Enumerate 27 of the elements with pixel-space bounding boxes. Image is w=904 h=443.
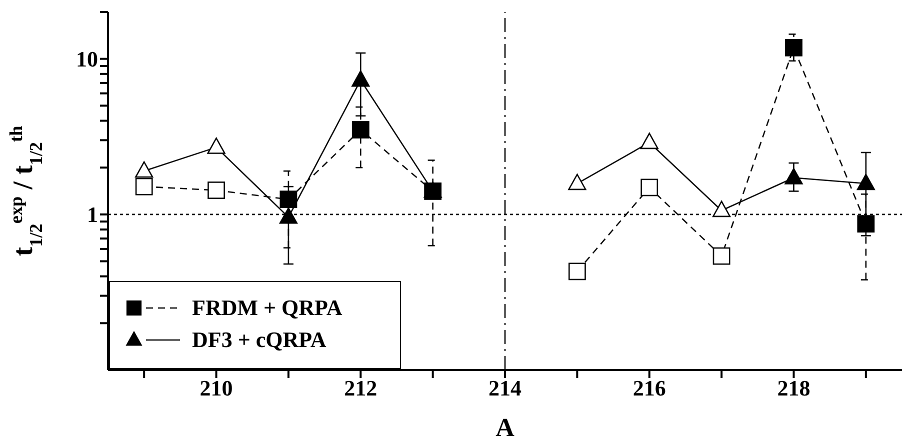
point xyxy=(568,174,586,190)
point xyxy=(207,138,226,154)
point xyxy=(856,174,875,190)
point xyxy=(135,178,153,196)
point xyxy=(712,200,731,218)
x-tick-label: 216 xyxy=(632,376,666,401)
legend-label: DF3 + cQRPA xyxy=(192,327,326,353)
x-axis-title: A xyxy=(496,413,515,442)
point xyxy=(640,132,658,150)
point xyxy=(280,190,298,208)
x-tick-label: 212 xyxy=(344,376,378,401)
point xyxy=(352,121,370,138)
point xyxy=(279,207,298,224)
point xyxy=(784,168,803,184)
x-tick-label: 218 xyxy=(777,376,810,401)
point xyxy=(135,161,154,178)
point xyxy=(208,182,225,199)
point xyxy=(352,70,370,87)
y-tick-label: 1 xyxy=(87,202,98,228)
x-tick-label: 210 xyxy=(200,376,233,401)
legend-label: FRDM + QRPA xyxy=(192,295,342,321)
point xyxy=(857,215,875,233)
x-tick-label: 214 xyxy=(488,376,522,401)
point xyxy=(568,262,586,280)
y-tick-label: 10 xyxy=(76,46,98,72)
point xyxy=(712,247,730,265)
point xyxy=(640,178,658,196)
